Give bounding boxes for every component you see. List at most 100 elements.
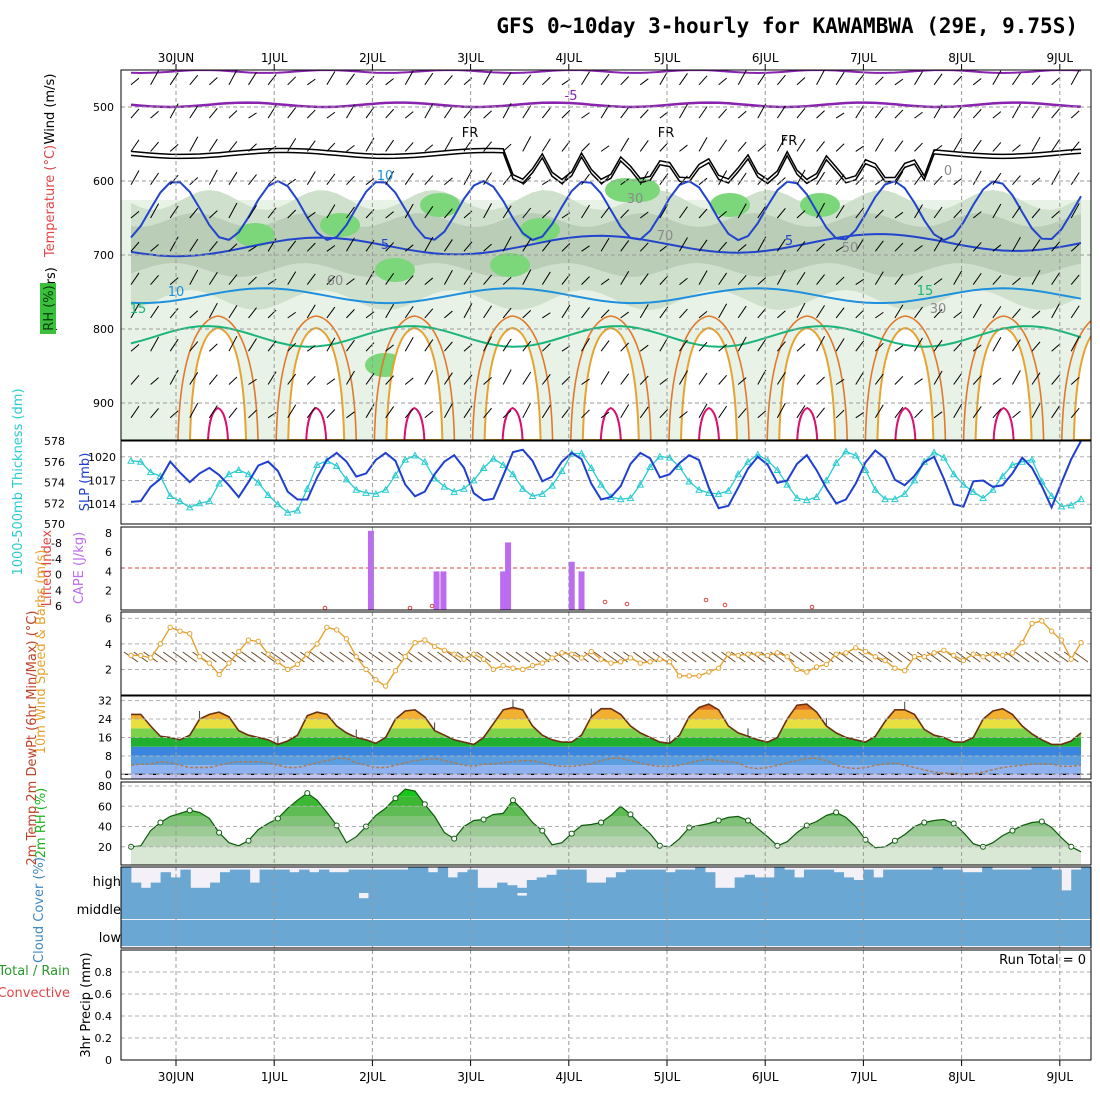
thickness-tick: 576 [44, 456, 65, 469]
wind-barb [228, 243, 238, 252]
wind-barb [189, 310, 199, 319]
wind-barb [737, 408, 747, 419]
wind-barb [914, 337, 923, 352]
wind-speed-point [1039, 618, 1045, 624]
wind-barb [208, 169, 218, 185]
cloud-bar-low [358, 920, 369, 946]
wind-speed-point [206, 660, 213, 666]
wind-barb [953, 75, 963, 86]
cloud-bar-low [942, 920, 953, 946]
cloud-bar-high [744, 874, 755, 893]
temp-band [131, 755, 1081, 766]
cloud-bar-low [437, 920, 449, 946]
wind-barb-10m [1014, 651, 1030, 663]
wind-barb [816, 171, 825, 185]
wind-barb [1012, 308, 1021, 319]
precip-labels: Total / Rain Convective 3hr Precip (mm) … [0, 952, 1086, 1057]
thickness-point [479, 463, 488, 471]
wind-speed-point [285, 666, 291, 673]
wind-barb [639, 170, 649, 185]
wind-barb [502, 174, 512, 186]
wind-barb [620, 373, 630, 385]
wind-barb-10m [515, 651, 531, 663]
wind-speed-point [784, 653, 790, 660]
cloud-bar-high [398, 869, 409, 893]
wind-barb [130, 210, 140, 219]
wind-barb-10m [789, 651, 805, 663]
cloud-bar-middle [784, 893, 795, 919]
wind-barb [306, 109, 316, 119]
wind-barb [914, 275, 923, 285]
wind-barb [992, 306, 1002, 319]
slp-tick: 1017 [88, 475, 116, 488]
wind-barb [463, 374, 473, 385]
wind-barb [835, 378, 845, 385]
cloud-bar-low [665, 920, 676, 946]
wind-speed-point [559, 650, 565, 656]
isotherm-30 [894, 406, 917, 440]
wind-barb [776, 372, 786, 385]
convective-plume [581, 326, 640, 440]
wind-barb [1070, 110, 1080, 119]
cloud-bar-low [1021, 920, 1033, 946]
wind-barb [600, 145, 610, 152]
wind-barb [287, 342, 297, 352]
wind-speed-point [833, 651, 839, 657]
thickness-point [900, 489, 909, 497]
wind-barb [189, 136, 199, 152]
cloud-bar-middle [408, 893, 419, 919]
wind-barb [385, 139, 395, 152]
wind-barb [522, 310, 532, 319]
cloud-bar-middle [992, 893, 1003, 919]
cloud-bar-low [378, 920, 389, 946]
wind-barb [208, 374, 218, 385]
wind-barb-10m [231, 651, 247, 663]
cloud-bar-middle [536, 893, 548, 919]
cloud-bar-high [1081, 867, 1092, 893]
cloud-bar-middle [249, 893, 261, 919]
date-label-top: 30JUN [158, 51, 195, 65]
wind-barb [189, 402, 199, 419]
thickness-point [587, 463, 596, 471]
wind-barb [306, 345, 316, 352]
thickness-point [842, 447, 850, 455]
thickness-point [381, 485, 390, 493]
cloud-bar-high [328, 872, 340, 893]
cloud-bar-low [932, 920, 944, 946]
rh-point [833, 809, 840, 816]
wind-barb-10m [260, 651, 276, 663]
wind-barb [502, 307, 512, 319]
wind-barb [561, 376, 571, 385]
wind-barb-10m [172, 651, 188, 663]
wind-barb [404, 203, 414, 219]
wind-barb [326, 275, 336, 285]
wind-barb [718, 344, 727, 352]
thickness-point [724, 486, 733, 494]
isotherm-30 [1090, 437, 1091, 440]
wind-barb [287, 178, 296, 186]
rh-bands [131, 789, 1081, 865]
wind-barb [326, 204, 336, 219]
wind-barb [1051, 343, 1060, 352]
cloud-bar-high [388, 869, 399, 893]
cloud-bar-middle [576, 893, 587, 919]
thickness-point [538, 489, 547, 497]
wind-barb [933, 206, 943, 219]
thickness-point [136, 457, 145, 465]
wind-barb [1070, 70, 1080, 86]
wind-barb [777, 310, 786, 319]
cloud-bar-middle [239, 893, 251, 919]
wind-barb-10m [153, 651, 168, 663]
temp-tick: 8 [105, 750, 112, 763]
wind-barb [502, 410, 512, 419]
thickness-point [264, 490, 272, 498]
cloud-bar-middle [1061, 893, 1072, 919]
wind-barb [404, 111, 414, 119]
wind-barb [541, 271, 551, 285]
wind-barb [424, 236, 434, 252]
isotherm-30 [305, 406, 328, 440]
wind-barb [796, 302, 806, 319]
wind-barb [404, 70, 414, 86]
li-tick: 6 [55, 600, 62, 613]
cloud-bar-middle [962, 893, 973, 919]
